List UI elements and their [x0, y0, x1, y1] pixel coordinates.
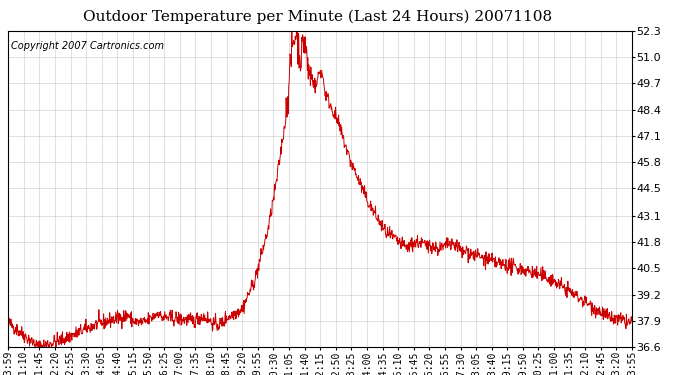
Text: Copyright 2007 Cartronics.com: Copyright 2007 Cartronics.com — [12, 40, 164, 51]
Text: Outdoor Temperature per Minute (Last 24 Hours) 20071108: Outdoor Temperature per Minute (Last 24 … — [83, 9, 552, 24]
